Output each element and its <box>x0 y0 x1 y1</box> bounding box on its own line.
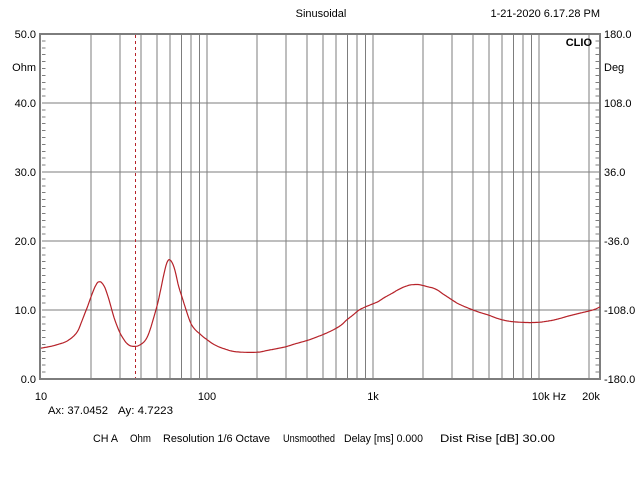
svg-text:Ax: 37.0452: Ax: 37.0452 <box>48 405 108 417</box>
svg-text:20k: 20k <box>582 391 600 403</box>
svg-text:Unsmoothed: Unsmoothed <box>283 433 335 445</box>
svg-text:40.0: 40.0 <box>15 98 36 110</box>
svg-text:Sinusoidal: Sinusoidal <box>296 8 347 20</box>
svg-text:Ohm: Ohm <box>130 433 151 445</box>
svg-text:Resolution 1/6 Octave: Resolution 1/6 Octave <box>163 433 270 445</box>
svg-text:Ay: 4.7223: Ay: 4.7223 <box>118 405 173 417</box>
svg-text:50.0: 50.0 <box>15 29 36 41</box>
svg-text:CLIO: CLIO <box>566 37 593 49</box>
svg-text:-180.0: -180.0 <box>604 374 635 386</box>
svg-text:1k: 1k <box>367 391 379 403</box>
svg-text:Ohm: Ohm <box>12 62 36 74</box>
svg-text:10: 10 <box>35 391 47 403</box>
svg-text:-36.0: -36.0 <box>604 236 629 248</box>
svg-text:-108.0: -108.0 <box>604 305 635 317</box>
svg-text:108.0: 108.0 <box>604 98 632 110</box>
svg-text:20.0: 20.0 <box>15 236 36 248</box>
svg-text:10k Hz: 10k Hz <box>532 391 566 403</box>
svg-text:Dist Rise [dB] 30.00: Dist Rise [dB] 30.00 <box>440 433 555 445</box>
svg-text:30.0: 30.0 <box>15 167 36 179</box>
svg-text:180.0: 180.0 <box>604 29 632 41</box>
svg-text:Deg: Deg <box>604 62 624 74</box>
svg-text:100: 100 <box>198 391 216 403</box>
svg-text:CH A: CH A <box>93 433 119 445</box>
svg-text:Delay [ms] 0.000: Delay [ms] 0.000 <box>344 433 423 445</box>
svg-text:0.0: 0.0 <box>21 374 36 386</box>
svg-text:1-21-2020 6.17.28 PM: 1-21-2020 6.17.28 PM <box>491 8 600 20</box>
svg-text:10.0: 10.0 <box>15 305 36 317</box>
svg-text:36.0: 36.0 <box>604 167 625 179</box>
